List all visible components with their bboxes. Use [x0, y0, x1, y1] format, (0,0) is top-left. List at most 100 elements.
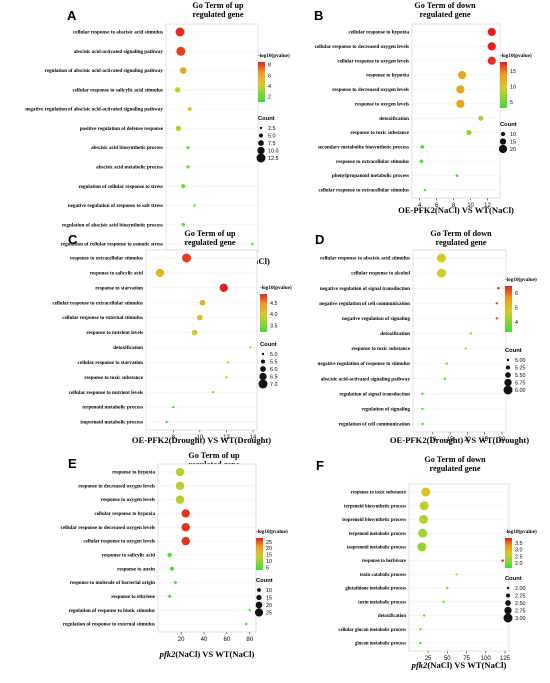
term-label: response to toxic substance: [351, 491, 406, 496]
panel-d: D Go Term of down regulated gene cellular r…: [315, 229, 537, 445]
x-axis-label-rest: (NaCl) VS WT(NaCl): [175, 649, 254, 659]
data-point: [196, 314, 203, 321]
panel-title: Go Term of down regulated gene: [414, 1, 476, 19]
x-axis-label: pfk2(NaCl) VS WT(NaCl): [411, 660, 507, 670]
term-label: response to oxygen levels: [101, 497, 155, 503]
data-point: [445, 362, 448, 365]
color-legend-title: -log10(pvalue): [260, 284, 292, 291]
data-point: [455, 573, 458, 576]
x-tick-label: 8: [452, 203, 456, 209]
term-label: isoprenoid metabolic process: [347, 546, 406, 551]
size-legend-dot: [500, 131, 506, 137]
x-axis-label: pfk2(NaCl) VS WT(NaCl): [159, 649, 255, 659]
term-label: response to nutrient levels: [86, 330, 143, 336]
size-legend-label: 10.0: [268, 149, 279, 155]
size-legend-dot: [255, 601, 263, 609]
x-axis-label-rest: (NaCl) VS WT(NaCl): [427, 660, 506, 670]
data-point: [175, 27, 185, 37]
term-label: cellular response to decreased oxygen le…: [315, 44, 409, 50]
data-point: [187, 107, 192, 112]
size-legend-label: 5.5: [270, 360, 278, 366]
data-point: [251, 242, 254, 246]
data-point: [423, 188, 426, 192]
term-label: glutathione metabolic process: [345, 587, 406, 592]
size-legend-dot: [504, 606, 512, 615]
term-label: response to oxygen levels: [355, 101, 409, 107]
data-point: [179, 67, 187, 74]
term-label: detoxification: [379, 116, 409, 122]
title-line: Go Term of down: [424, 455, 486, 464]
size-legend-title: Count: [500, 122, 517, 128]
size-legend-label: 6.5: [270, 375, 278, 381]
term-label: abscisic acid-activated signaling pathwa…: [321, 376, 411, 382]
title-line: Go Term of up: [192, 1, 244, 10]
x-tick-label: 12: [484, 203, 491, 209]
x-axis-label: OE-PFK2(Drought) VS WT(Drought): [390, 435, 529, 445]
colorbar-tick-label: 8: [268, 63, 271, 69]
colorbar-tick-label: 3.5: [515, 541, 523, 547]
size-legend-label: 5.00: [515, 358, 526, 364]
term-label: cellular response to oxygen levels: [83, 539, 155, 545]
size-legend-label: 5.75: [515, 381, 526, 387]
data-point: [487, 42, 496, 51]
data-point: [225, 376, 228, 379]
colorbar: [500, 62, 507, 108]
title-line: regulated gene: [184, 238, 235, 247]
panel-letter: D: [315, 232, 324, 247]
term-label: negative regulation of response to salt …: [68, 203, 163, 209]
x-tick-label: 20: [464, 437, 471, 443]
data-point: [167, 552, 172, 558]
term-label: cellular response to salicylic acid stim…: [72, 87, 163, 93]
term-label: cellular response to nutrient levels: [69, 390, 143, 396]
data-point: [175, 467, 185, 477]
panel-letter: C: [68, 232, 78, 247]
size-legend-label: 3.00: [515, 616, 526, 622]
term-label: response to molecule of bacterial origin: [70, 580, 155, 586]
panel-title: Go Term of down regulated gene: [430, 229, 492, 247]
x-tick-label: 60: [224, 637, 231, 643]
size-legend-title: Count: [258, 116, 275, 122]
term-label: cellular response to oxygen levels: [337, 58, 409, 64]
colorbar-tick-label: 10: [510, 85, 516, 91]
term-label: response to auxin: [117, 566, 155, 572]
size-legend-dot: [258, 133, 264, 138]
data-point: [420, 145, 425, 149]
x-tick-label: 25: [425, 656, 432, 662]
colorbar-tick-label: 4: [515, 320, 518, 326]
term-label: regulation of response to biotic stimulu…: [68, 608, 155, 614]
title-line: Go Term of down: [414, 1, 476, 10]
size-legend-label: 7.5: [268, 141, 276, 147]
title-line: Go Term of down: [430, 229, 492, 238]
data-point: [175, 495, 185, 504]
x-tick-label: 80: [246, 637, 253, 643]
term-label: response to toxic substance: [84, 375, 143, 381]
size-legend-dot: [259, 372, 267, 381]
data-point: [419, 159, 424, 164]
color-legend-title: -log10(pvalue): [258, 52, 290, 59]
panel-c: C Go Term of up regulated gene response to …: [52, 229, 292, 445]
data-point: [423, 614, 426, 617]
size-legend-dot: [254, 608, 264, 617]
title-line: Go Term of up: [184, 229, 236, 238]
data-point: [182, 253, 192, 263]
panel-title: Go Term of down regulated gene: [424, 455, 486, 473]
term-label: abscisic acid metabolic process: [96, 165, 163, 171]
term-label: response to toxic substance: [350, 130, 409, 136]
plot-frame: [411, 23, 501, 199]
title-line: regulated gene: [192, 10, 243, 19]
data-point: [193, 204, 196, 207]
colorbar: [260, 294, 267, 332]
x-tick-label: 125: [500, 656, 511, 662]
size-legend-label: 5.25: [515, 366, 526, 372]
size-legend-dot: [504, 378, 512, 387]
colorbar-tick-label: 6: [515, 291, 518, 297]
data-point: [446, 586, 449, 590]
colorbar-tick-label: 20: [266, 546, 272, 552]
size-legend-title: Count: [256, 578, 273, 584]
size-legend-dot: [505, 365, 511, 370]
size-legend-dot: [256, 594, 262, 601]
